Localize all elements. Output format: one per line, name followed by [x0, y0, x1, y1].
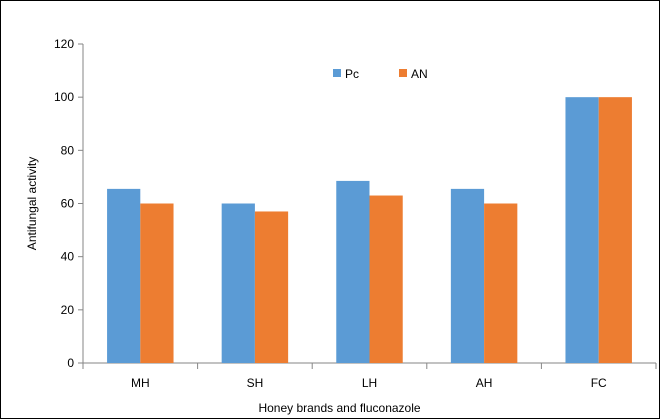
bar-an-mh [140, 203, 174, 363]
y-tick-label: 0 [67, 356, 74, 370]
y-tick-label: 60 [61, 197, 75, 211]
chart-legend: Pc AN [333, 67, 428, 81]
x-category-label: FC [591, 376, 607, 390]
chart-axes: 0 20 40 60 80 100 120 MH SH LH AH FC [54, 37, 657, 390]
chart-bars [107, 97, 632, 364]
bar-pc-fc [565, 97, 599, 364]
bar-an-lh [369, 195, 403, 363]
bar-an-ah [484, 203, 518, 363]
y-tick-label: 40 [61, 250, 75, 264]
x-axis-title: Honey brands and fluconazole [258, 401, 420, 415]
bar-an-fc [598, 97, 632, 364]
y-tick-label: 80 [61, 143, 75, 157]
y-tick-label: 20 [61, 303, 75, 317]
bar-pc-mh [107, 188, 141, 363]
y-tick-label: 100 [54, 90, 74, 104]
bar-an-sh [254, 211, 289, 363]
x-category-label: LH [362, 376, 377, 390]
x-category-label: SH [247, 376, 264, 390]
y-axis-title: Antifungal activity [25, 157, 39, 250]
bar-pc-ah [450, 188, 485, 363]
y-tick-label: 120 [54, 37, 74, 51]
bar-pc-lh [336, 180, 370, 363]
legend-label-pc: Pc [345, 67, 359, 81]
x-category-label: AH [476, 376, 493, 390]
legend-swatch-an [399, 69, 407, 77]
bar-pc-sh [221, 203, 255, 363]
x-category-label: MH [131, 376, 150, 390]
legend-label-an: AN [411, 67, 428, 81]
legend-swatch-pc [333, 69, 341, 77]
